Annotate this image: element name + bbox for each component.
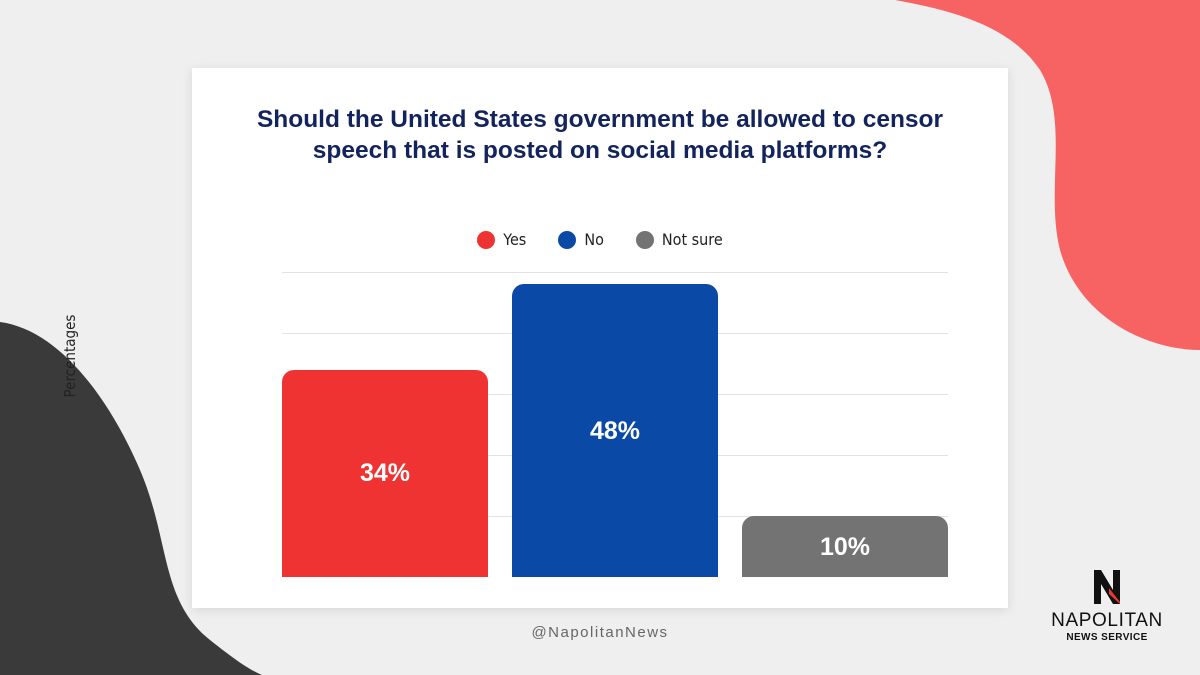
legend-item-no: No bbox=[558, 230, 604, 249]
bar-value-label-not-sure: 10% bbox=[819, 532, 871, 561]
plot-area: 34% 48% 10% bbox=[282, 272, 948, 577]
bar-value-label-no: 48% bbox=[589, 416, 641, 445]
dark-blob bbox=[0, 322, 262, 675]
brand-subtitle: NEWS SERVICE bbox=[1066, 632, 1148, 643]
legend-swatch-not-sure bbox=[635, 230, 654, 249]
gridline bbox=[282, 272, 948, 273]
brand-logo: NAPOLITAN NEWS SERVICE bbox=[1044, 568, 1170, 643]
chart-title: Should the United States government be a… bbox=[256, 106, 944, 164]
bar-no: 48% bbox=[512, 284, 718, 577]
bar-yes: 34% bbox=[282, 369, 488, 577]
coral-blob bbox=[895, 0, 1200, 350]
legend-label-no: No bbox=[584, 230, 604, 249]
napolitan-logo-icon bbox=[1094, 570, 1120, 604]
legend: Yes No Not sure bbox=[192, 230, 1008, 249]
social-handle: @NapolitanNews bbox=[531, 624, 669, 641]
y-axis-label: Percentages bbox=[61, 314, 79, 398]
legend-label-yes: Yes bbox=[503, 230, 527, 249]
brand-name: NAPOLITAN bbox=[1051, 610, 1163, 631]
legend-swatch-yes bbox=[477, 230, 496, 249]
legend-item-yes: Yes bbox=[477, 230, 526, 249]
legend-swatch-no bbox=[558, 230, 577, 249]
legend-label-not-sure: Not sure bbox=[661, 230, 723, 249]
chart-card: Should the United States government be a… bbox=[192, 68, 1008, 608]
bar-value-label-yes: 34% bbox=[359, 459, 411, 488]
legend-item-not-sure: Not sure bbox=[635, 230, 723, 249]
bar-not-sure: 10% bbox=[742, 516, 948, 577]
